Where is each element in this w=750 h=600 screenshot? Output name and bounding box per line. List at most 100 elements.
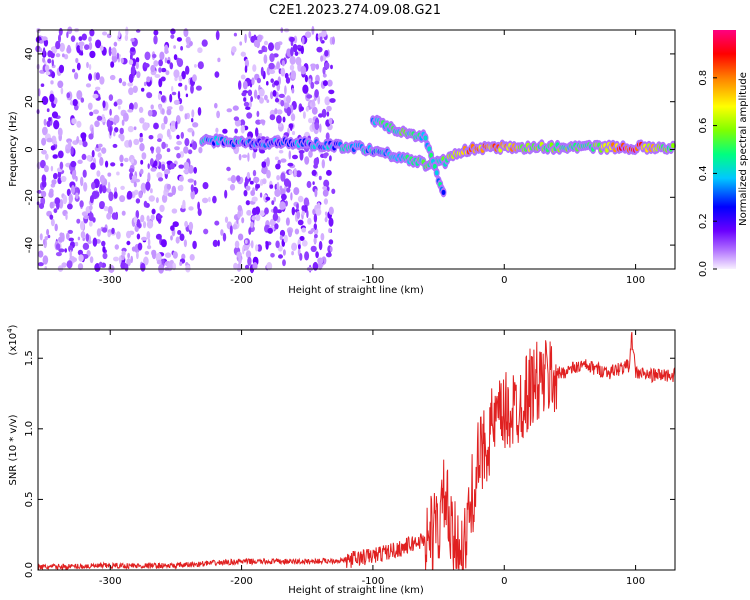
spectrogram-noise-speck: [41, 174, 47, 183]
spectrogram-noise-speck: [142, 122, 149, 131]
spectrogram-noise-speck: [181, 70, 186, 80]
colorbar-tick-label: 0.6: [698, 118, 709, 134]
spectrogram-noise-speck: [50, 218, 55, 227]
snr-y-tick-label: 0.5: [24, 491, 35, 507]
spectrogram-noise-speck: [81, 33, 88, 41]
spectrogram-noise-speck: [179, 184, 184, 192]
spectrogram-noise-speck: [241, 154, 248, 158]
spectrogram-noise-speck: [184, 220, 189, 228]
spectrogram-noise-speck: [293, 168, 297, 176]
spectrogram-noise-speck: [57, 171, 62, 179]
spectrogram-noise-speck: [125, 26, 129, 37]
spectrogram-noise-speck: [82, 242, 90, 250]
spectrogram-noise-speck: [197, 47, 203, 54]
spectrogram-noise-speck: [273, 206, 278, 215]
spectrogram-noise-speck: [268, 62, 275, 70]
spectrogram-noise-speck: [178, 164, 184, 169]
spectrogram-noise-speck: [53, 120, 60, 130]
spectrogram-noise-speck: [64, 54, 69, 60]
spectrogram-noise-speck: [253, 176, 260, 184]
spectrogram-noise-speck: [139, 132, 143, 138]
spectrogram-noise-speck: [276, 175, 280, 181]
spectrogram-noise-speck: [173, 99, 180, 105]
spectrogram-noise-speck: [76, 218, 81, 224]
spectrogram-noise-speck: [74, 241, 79, 247]
spectrogram-noise-speck: [304, 156, 310, 165]
spectrogram-noise-speck: [40, 159, 46, 169]
spectrogram-noise-speck: [272, 90, 277, 97]
spectrogram-noise-speck: [140, 214, 145, 223]
spectrogram-noise-speck: [313, 163, 318, 169]
spectrogram-noise-speck: [77, 159, 83, 164]
spectrogram-noise-speck: [159, 51, 165, 61]
spectrogram-noise-speck: [177, 230, 182, 235]
spectrogram-noise-speck: [78, 139, 83, 146]
spectrogram-noise-speck: [302, 84, 309, 94]
spectrogram-noise-speck: [202, 182, 209, 190]
spectrogram-noise-speck: [147, 245, 152, 250]
spectrogram-noise-speck: [70, 146, 74, 156]
snr-x-tick-label: 100: [626, 576, 645, 587]
spectrogram-noise-speck: [130, 255, 133, 264]
spectrogram-noise-speck: [74, 72, 79, 80]
spectrogram-noise-speck: [160, 239, 167, 248]
spectrogram-noise-speck: [263, 54, 268, 64]
spectrogram-noise-speck: [109, 126, 112, 136]
spectrogram-noise-speck: [83, 182, 88, 192]
spectrogram-noise-speck: [165, 252, 172, 258]
spectrogram-noise-speck: [271, 200, 275, 206]
spectrogram-noise-speck: [160, 76, 166, 82]
spectrogram-noise-speck: [166, 128, 171, 138]
spectrogram-noise-speck: [194, 64, 197, 68]
spectrogram-noise-speck: [283, 234, 288, 243]
spectrogram-noise-speck: [276, 61, 280, 70]
spectrogram-noise-speck: [136, 233, 141, 240]
spectrogram-noise-speck: [147, 172, 151, 182]
spectrogram-noise-speck: [250, 190, 256, 196]
spectrogram-noise-speck: [71, 170, 76, 180]
spectrogram-noise-speck: [314, 89, 319, 98]
spectrogram-noise-speck: [180, 46, 184, 51]
spectrogram-noise-speck: [167, 192, 174, 197]
spectrogram-noise-speck: [139, 136, 144, 143]
spectrogram-noise-speck: [304, 251, 310, 261]
spectrogram-noise-speck: [113, 41, 118, 47]
spectrogram-noise-speck: [329, 98, 336, 103]
spectrogram-noise-speck: [314, 80, 320, 85]
spectrogram-noise-speck: [233, 32, 237, 37]
spectrogram-noise-speck: [179, 261, 183, 266]
spectrogram-noise-speck: [116, 231, 121, 240]
spectrogram-noise-speck: [290, 113, 296, 122]
spectrogram-noise-speck: [238, 153, 242, 161]
spectrogram-noise-speck: [266, 99, 270, 103]
spectrogram-noise-speck: [141, 236, 148, 241]
spectrogram-noise-speck: [262, 178, 267, 185]
spectrogram-noise-speck: [319, 123, 322, 133]
spectrogram-noise-speck: [264, 46, 268, 53]
spectrogram-noise-speck: [120, 185, 125, 190]
spectrogram-noise-speck: [320, 233, 325, 241]
spectrogram-noise-speck: [259, 210, 265, 217]
spectrogram-noise-speck: [198, 146, 203, 154]
spectrogram-noise-speck: [331, 188, 336, 194]
spectrogram-noise-speck: [322, 189, 329, 197]
spectrogram-noise-speck: [183, 146, 189, 154]
spectrogram-noise-speck: [121, 250, 126, 256]
spectrogram-noise-speck: [201, 39, 208, 47]
spectrogram-noise-speck: [36, 161, 41, 170]
spectrogram-noise-speck: [187, 127, 194, 133]
spectrogram-noise-speck: [143, 200, 148, 208]
spectrogram-noise-speck: [77, 249, 83, 256]
spectrogram-noise-speck: [234, 119, 241, 127]
spectrogram-noise-speck: [68, 245, 74, 253]
spectrogram-noise-speck: [301, 240, 308, 247]
spectrogram-noise-speck: [158, 67, 162, 73]
spectrogram-noise-speck: [217, 57, 221, 63]
spectrogram-noise-speck: [326, 105, 332, 112]
spectrogram-noise-speck: [171, 91, 177, 96]
spectrogram-noise-speck: [306, 209, 309, 219]
spectrogram-noise-speck: [66, 92, 71, 99]
spectrogram-noise-speck: [286, 106, 292, 117]
spectrogram-noise-speck: [144, 250, 150, 255]
spectrogram-noise-speck: [232, 224, 238, 230]
